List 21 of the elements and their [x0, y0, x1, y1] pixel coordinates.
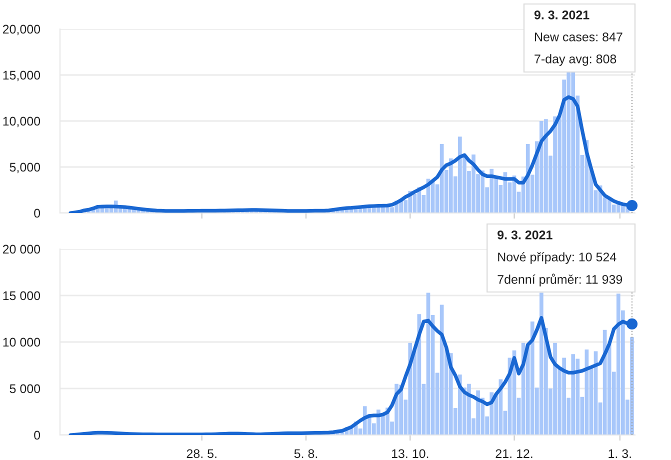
annotation: 7-day avg: 808 [534, 54, 616, 66]
y-tick-label: 15,000 [3, 70, 40, 82]
x-tick-label: 5. 8. [294, 449, 318, 458]
x-tick-label: 13. 10. [392, 449, 428, 458]
y-tick-label: 20,000 [2, 24, 40, 36]
x-tick-label: 1. 3. [608, 449, 631, 458]
annotation: 7denní průměr: 11 939 [498, 274, 622, 286]
y-tick-label: 5 000 [10, 384, 40, 394]
y-tick-label: 10,000 [3, 116, 40, 128]
y-tick-label: 5,000 [10, 162, 40, 174]
x-tick-label: 21. 12. [496, 449, 532, 458]
y-tick-label: 0 [34, 430, 40, 440]
text: 9. 3. 2021 [534, 10, 590, 20]
y-tick-label: 15 000 [3, 291, 40, 300]
y-tick-label: 20 000 [2, 244, 40, 254]
annotation: Nové případy: 10 524 [498, 252, 616, 264]
y-tick-label: 10 000 [3, 338, 40, 347]
annotation: New cases: 847 [535, 32, 622, 42]
text: 9. 3. 2021 [498, 230, 552, 240]
y-tick-label: 0 [34, 208, 40, 218]
x-tick-label: 28. 5. [186, 449, 216, 458]
